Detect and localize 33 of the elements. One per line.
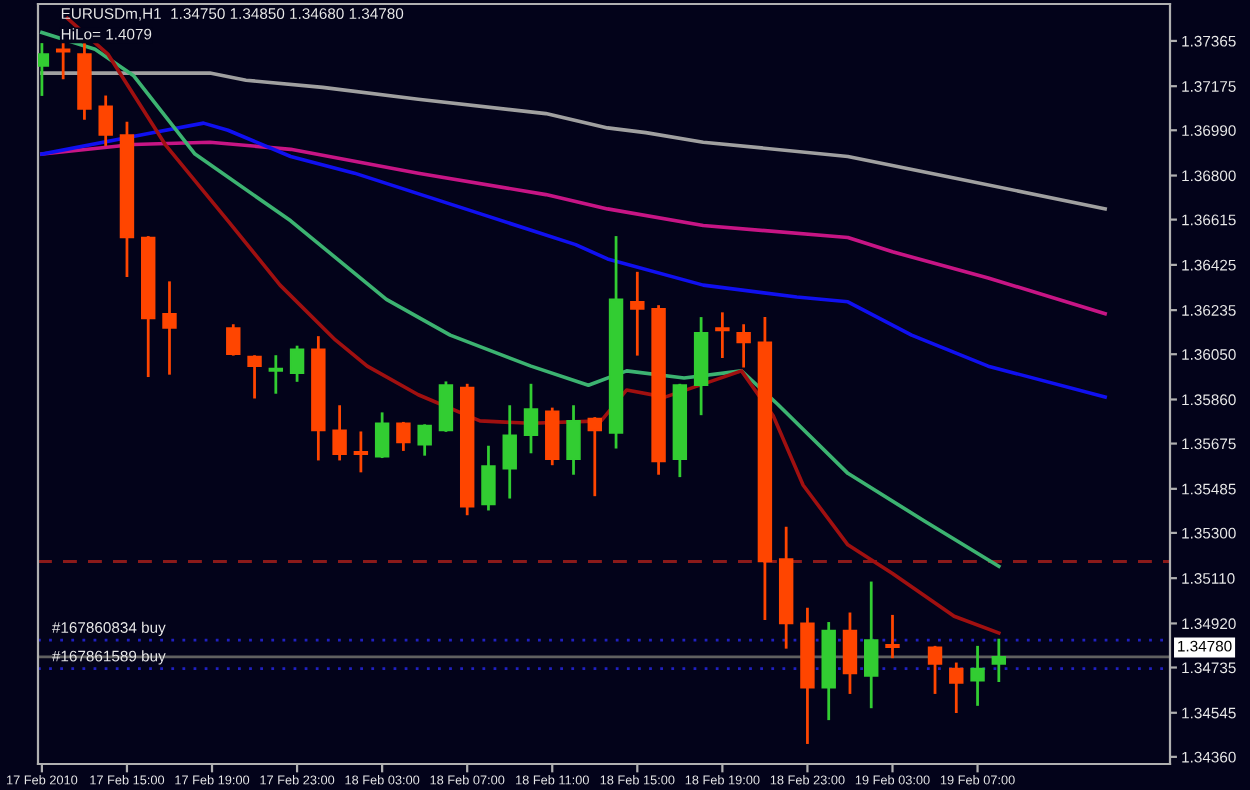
candlestick — [289, 345, 305, 382]
candlestick — [736, 324, 751, 368]
candlestick — [991, 638, 1007, 682]
candlestick — [98, 95, 113, 146]
candlestick — [949, 662, 964, 713]
line-series — [40, 71, 1107, 211]
candlestick — [715, 312, 730, 358]
candlestick — [630, 271, 645, 356]
candlestick — [438, 381, 454, 432]
candlestick — [268, 355, 284, 394]
line-series — [40, 121, 1107, 399]
candlestick — [842, 612, 858, 694]
candlestick — [332, 405, 347, 461]
candlestick — [417, 424, 432, 456]
candlestick — [38, 43, 50, 96]
candlestick — [864, 581, 879, 709]
candlestick — [162, 281, 177, 375]
candlestick — [374, 412, 390, 459]
candlestick — [247, 355, 262, 399]
candlestick — [545, 407, 560, 466]
candlestick — [566, 405, 581, 475]
candlestick — [353, 431, 369, 473]
candlestick — [226, 324, 241, 356]
candlestick — [481, 445, 496, 511]
candlestick — [885, 614, 900, 659]
candlestick — [587, 417, 602, 497]
line-series — [40, 140, 1107, 316]
candlestick — [523, 383, 539, 454]
candlestick — [502, 405, 517, 499]
candlestick — [55, 38, 71, 80]
candlestick — [927, 645, 943, 694]
candlestick — [396, 421, 411, 451]
candlestick — [970, 645, 985, 706]
